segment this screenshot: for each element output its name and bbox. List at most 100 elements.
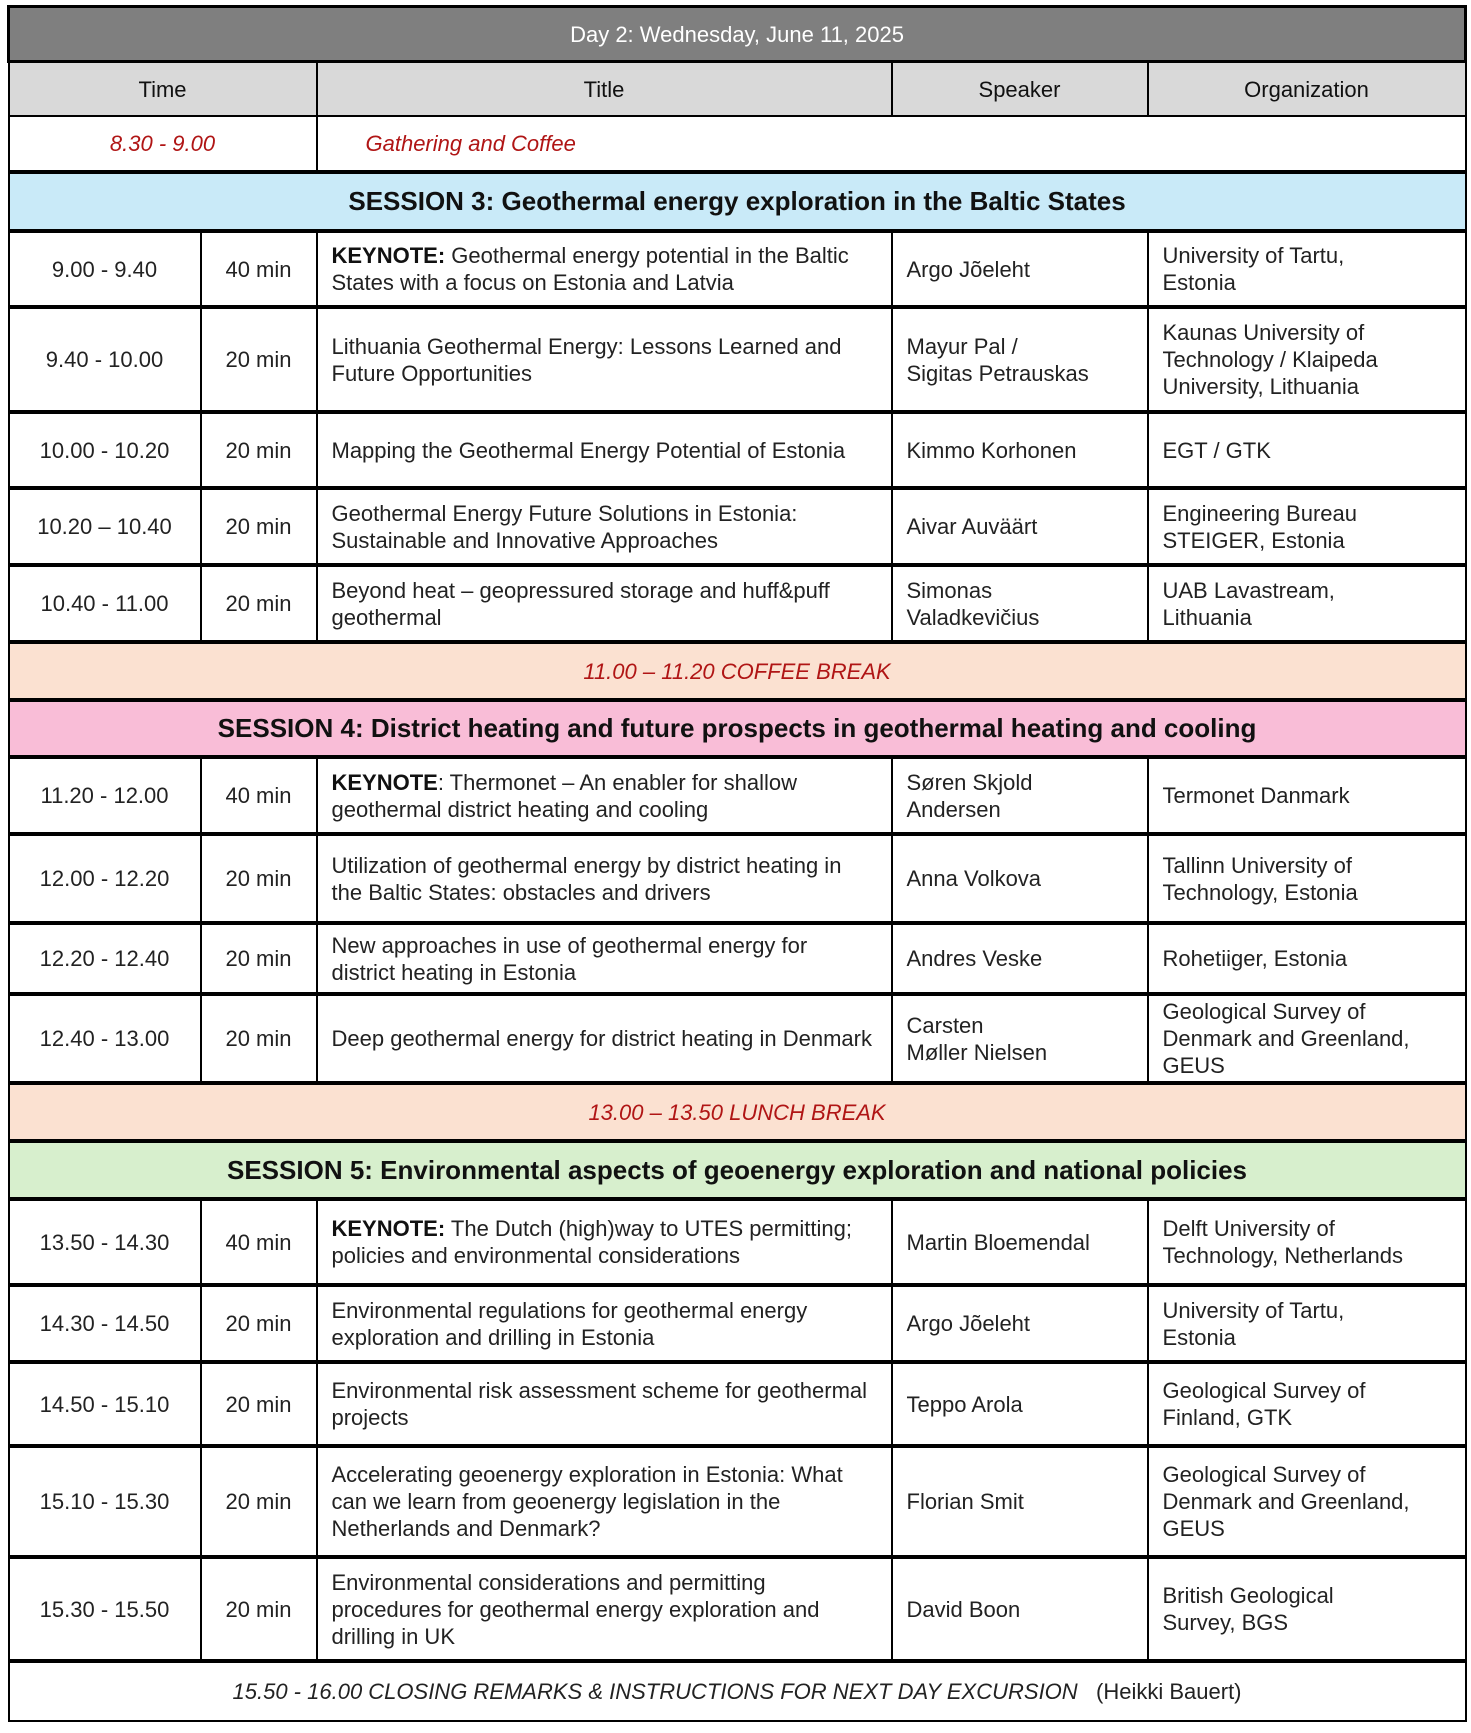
gathering-time: 8.30 - 9.00 (7, 115, 318, 173)
talk-title-text: New approaches in use of geothermal ener… (331, 932, 808, 985)
talk-speaker: Florian Smit (890, 1444, 1149, 1558)
talk-title: Mapping the Geothermal Energy Potential … (315, 410, 893, 489)
keynote-label: KEYNOTE (331, 769, 438, 795)
talk-time: 11.20 - 12.00 (7, 755, 202, 835)
closing-row: 15.50 - 16.00 CLOSING REMARKS & INSTRUCT… (7, 1659, 1467, 1722)
talk-speaker: Andres Veske (890, 921, 1149, 995)
talk-speaker: Aivar Auväärt (890, 486, 1149, 566)
talk-time: 12.40 - 13.00 (7, 992, 202, 1084)
talk-time: 15.10 - 15.30 (7, 1444, 202, 1558)
talk-time: 12.20 - 12.40 (7, 921, 202, 995)
talk-speaker: Kimmo Korhonen (890, 410, 1149, 489)
talk-title-text: Lithuania Geothermal Energy: Lessons Lea… (331, 333, 842, 386)
talk-row: 10.20 – 10.40 20 min Geothermal Energy Fut… (7, 486, 1467, 566)
talk-title: Deep geothermal energy for district heat… (315, 992, 893, 1084)
talk-time: 10.20 – 10.40 (7, 486, 202, 566)
talk-title-text: Mapping the Geothermal Energy Potential … (331, 437, 846, 463)
talk-speaker: Anna Volkova (890, 832, 1149, 924)
talk-row: 13.50 - 14.30 40 min KEYNOTE: The Dutch (h… (7, 1197, 1467, 1286)
talk-time: 12.00 - 12.20 (7, 832, 202, 924)
talk-row: 9.40 - 10.00 20 min Lithuania Geothermal E… (7, 305, 1467, 413)
talk-title: Accelerating geoenergy exploration in Es… (315, 1444, 893, 1558)
talk-speaker: Søren Skjold Andersen (890, 755, 1149, 835)
talk-title-text: The Dutch (high)way to UTES permitting; … (331, 1216, 852, 1268)
talk-title: Environmental risk assessment scheme for… (315, 1360, 893, 1447)
talk-duration: 40 min (199, 1197, 318, 1286)
talk-title-text: : Thermonet – An enabler for shallow geo… (331, 769, 798, 822)
session-heading: SESSION 4: District heating and future p… (7, 698, 1467, 758)
talk-organization: British Geological Survey, BGS (1146, 1555, 1467, 1662)
session-heading: SESSION 5: Environmental aspects of geoe… (7, 1139, 1467, 1200)
talk-time: 13.50 - 14.30 (7, 1197, 202, 1286)
talk-row: 15.10 - 15.30 20 min Accelerating geoenerg… (7, 1444, 1467, 1558)
talk-time: 9.00 - 9.40 (7, 229, 202, 308)
talk-duration: 20 min (199, 992, 318, 1084)
talk-title: Geothermal Energy Future Solutions in Es… (315, 486, 893, 566)
session-heading: SESSION 3: Geothermal energy exploration… (7, 170, 1467, 232)
talk-speaker: Carsten Møller Nielsen (890, 992, 1149, 1084)
talk-speaker: Simonas Valadkevičius (890, 563, 1149, 643)
keynote-label: KEYNOTE: (331, 1216, 446, 1241)
talk-title: Utilization of geothermal energy by dist… (315, 832, 893, 924)
talk-row: 9.00 - 9.40 40 min KEYNOTE: Geothermal ene… (7, 229, 1467, 308)
talk-duration: 20 min (199, 486, 318, 566)
talk-organization: Engineering Bureau STEIGER, Estonia (1146, 486, 1467, 566)
talk-title-text: Geothermal energy potential in the Balti… (331, 243, 849, 295)
talk-title: KEYNOTE: The Dutch (high)way to UTES per… (315, 1197, 893, 1286)
talk-title: Environmental considerations and permitt… (315, 1555, 893, 1662)
talk-row: 14.30 - 14.50 20 min Environmental regulat… (7, 1283, 1467, 1363)
talk-organization: Geological Survey of Denmark and Greenla… (1146, 992, 1467, 1084)
talk-title: KEYNOTE: Geothermal energy potential in … (315, 229, 893, 308)
talk-organization: University of Tartu, Estonia (1146, 229, 1467, 308)
talk-speaker: Teppo Arola (890, 1360, 1149, 1447)
talk-organization: Rohetiiger, Estonia (1146, 921, 1467, 995)
talk-time: 15.30 - 15.50 (7, 1555, 202, 1662)
talk-row: 12.20 - 12.40 20 min New approaches in use… (7, 921, 1467, 995)
day-title: Day 2: Wednesday, June 11, 2025 (6, 5, 1468, 63)
talk-duration: 20 min (199, 563, 318, 643)
talk-organization: Termonet Danmark (1146, 755, 1467, 835)
break-label: 13.00 – 13.50 LUNCH BREAK (7, 1081, 1467, 1142)
talk-duration: 20 min (199, 1283, 318, 1363)
talk-row: 10.40 - 11.00 20 min Beyond heat – geopres… (7, 563, 1467, 643)
talk-duration: 20 min (199, 410, 318, 489)
talk-organization: Geological Survey of Finland, GTK (1146, 1360, 1467, 1447)
talk-title: New approaches in use of geothermal ener… (315, 921, 893, 995)
talk-duration: 40 min (199, 229, 318, 308)
talk-speaker: Martin Bloemendal (890, 1197, 1149, 1286)
talk-title-text: Environmental considerations and permitt… (331, 1569, 820, 1649)
talk-speaker: David Boon (890, 1555, 1149, 1662)
talk-row: 12.00 - 12.20 20 min Utilization of geothe… (7, 832, 1467, 924)
closing-label: 15.50 - 16.00 CLOSING REMARKS & INSTRUCT… (232, 1679, 1078, 1704)
talk-title-text: Beyond heat – geopressured storage and h… (331, 577, 830, 630)
talk-duration: 40 min (199, 755, 318, 835)
talk-row: 11.20 - 12.00 40 min KEYNOTE: Thermonet – … (7, 755, 1467, 835)
talk-organization: EGT / GTK (1146, 410, 1467, 489)
talk-duration: 20 min (199, 832, 318, 924)
agenda-table: Day 2: Wednesday, June 11, 2025 Time Tit… (6, 5, 1468, 1722)
talk-row: 14.50 - 15.10 20 min Environmental risk as… (7, 1360, 1467, 1447)
talk-title-text: Geothermal Energy Future Solutions in Es… (331, 500, 798, 553)
talk-row: 15.30 - 15.50 20 min Environmental conside… (7, 1555, 1467, 1662)
talk-organization: Kaunas University of Technology / Klaipe… (1146, 305, 1467, 413)
talk-speaker: Argo Jõeleht (890, 229, 1149, 308)
talk-organization: Tallinn University of Technology, Estoni… (1146, 832, 1467, 924)
talk-duration: 20 min (199, 1555, 318, 1662)
talk-speaker: Mayur Pal / Sigitas Petrauskas (890, 305, 1149, 413)
gathering-title: Gathering and Coffee (315, 115, 1467, 173)
break-label: 11.00 – 11.20 COFFEE BREAK (7, 640, 1467, 701)
closing-speaker: (Heikki Bauert) (1096, 1679, 1242, 1704)
header-time: Time (7, 60, 318, 117)
talk-duration: 20 min (199, 1360, 318, 1447)
talk-title-text: Accelerating geoenergy exploration in Es… (331, 1462, 843, 1541)
header-speaker: Speaker (890, 60, 1149, 117)
talk-duration: 20 min (199, 921, 318, 995)
talk-title-text: Environmental risk assessment scheme for… (331, 1378, 868, 1430)
talk-time: 14.50 - 15.10 (7, 1360, 202, 1447)
talk-title-text: Deep geothermal energy for district heat… (331, 1026, 873, 1051)
talk-organization: Delft University of Technology, Netherla… (1146, 1197, 1467, 1286)
talk-title-text: Environmental regulations for geothermal… (331, 1297, 808, 1350)
header-title: Title (315, 60, 893, 117)
talk-time: 9.40 - 10.00 (7, 305, 202, 413)
talk-row: 12.40 - 13.00 20 min Deep geothermal energ… (7, 992, 1467, 1084)
